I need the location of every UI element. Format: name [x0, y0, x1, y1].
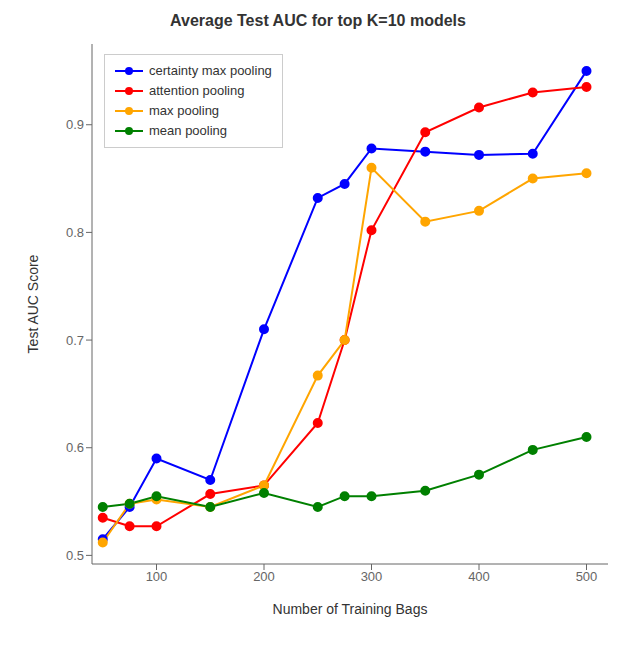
html-text:Average Test AUC for top K=10: Average Test AUC for top K=10 models — [170, 12, 466, 29]
svg-text:Number of Training Bags: Number of Training Bags — [273, 601, 428, 617]
svg-text:0.8: 0.8 — [66, 225, 84, 240]
svg-text:500: 500 — [576, 569, 598, 584]
svg-text:0.7: 0.7 — [66, 333, 84, 348]
svg-text:100: 100 — [146, 569, 168, 584]
svg-text:0.5: 0.5 — [66, 548, 84, 563]
svg-text:Test AUC Score: Test AUC Score — [25, 254, 41, 353]
svg-text:0.9: 0.9 — [66, 117, 84, 132]
html-text:attention pooling: attention pooling — [149, 83, 245, 98]
svg-text:400: 400 — [468, 569, 490, 584]
svg-text:0.6: 0.6 — [66, 440, 84, 455]
html-text:max pooling: max pooling — [149, 103, 220, 118]
svg-text:200: 200 — [253, 569, 275, 584]
svg-text:300: 300 — [361, 569, 383, 584]
html-text:certainty max pooling: certainty max pooling — [149, 63, 272, 78]
html-text:mean pooling: mean pooling — [149, 123, 228, 138]
